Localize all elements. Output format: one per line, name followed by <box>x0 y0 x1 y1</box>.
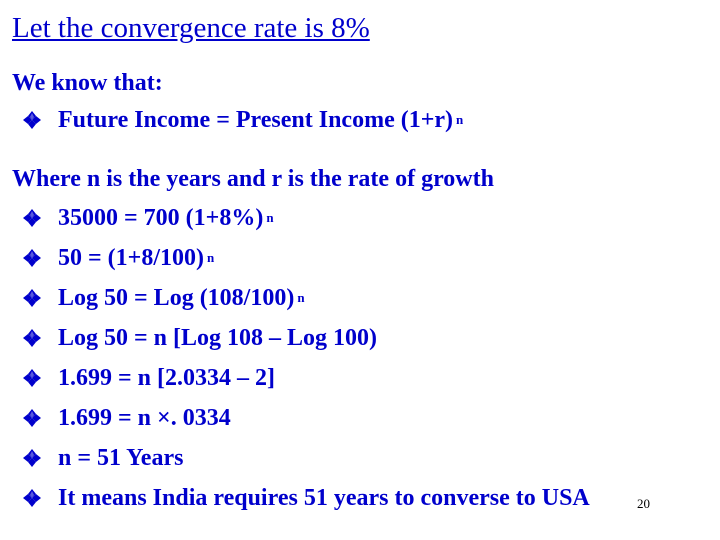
step-text: 1.699 = n ×. 0334 <box>58 404 231 431</box>
diamond-bullet-icon <box>23 449 41 467</box>
step-item: It means India requires 51 years to conv… <box>22 483 590 513</box>
step-item: Log 50 = Log (108/100) n <box>22 283 305 313</box>
step-text: Log 50 = Log (108/100) <box>58 284 295 311</box>
page-number: 20 <box>637 496 650 511</box>
formula-text: Future Income = Present Income (1+r) <box>58 106 454 133</box>
step-item: n = 51 Years <box>22 443 183 473</box>
formula-exponent: n <box>456 112 464 127</box>
diamond-bullet-icon <box>23 489 41 507</box>
step-text: Log 50 = n [Log 108 – Log 100) <box>58 324 378 351</box>
diamond-bullet-icon <box>23 209 41 227</box>
step-text: 35000 = 700 (1+8%) <box>58 204 264 231</box>
step-item: 35000 = 700 (1+8%) n <box>22 203 274 233</box>
diamond-bullet-icon <box>23 409 41 427</box>
diamond-bullet-icon <box>23 111 41 129</box>
intro-text: We know that: <box>12 70 163 96</box>
where-text: Where n is the years and r is the rate o… <box>12 166 494 192</box>
step-exponent: n <box>207 250 215 265</box>
diamond-bullet-icon <box>23 289 41 307</box>
step-item: 50 = (1+8/100) n <box>22 243 214 273</box>
step-item: 1.699 = n [2.0334 – 2] <box>22 363 275 393</box>
step-text: n = 51 Years <box>58 444 184 471</box>
step-item: Log 50 = n [Log 108 – Log 100) <box>22 323 377 353</box>
step-text: It means India requires 51 years to conv… <box>58 484 590 511</box>
step-text: 1.699 = n [2.0334 – 2] <box>58 364 276 391</box>
step-exponent: n <box>297 290 305 305</box>
diamond-bullet-icon <box>23 369 41 387</box>
step-item: 1.699 = n ×. 0334 <box>22 403 231 433</box>
step-text: 50 = (1+8/100) <box>58 244 205 271</box>
formula-item: Future Income = Present Income (1+r) n <box>22 105 463 135</box>
diamond-bullet-icon <box>23 329 41 347</box>
step-exponent: n <box>266 210 274 225</box>
diamond-bullet-icon <box>23 249 41 267</box>
slide-title: Let the convergence rate is 8% <box>12 12 370 44</box>
